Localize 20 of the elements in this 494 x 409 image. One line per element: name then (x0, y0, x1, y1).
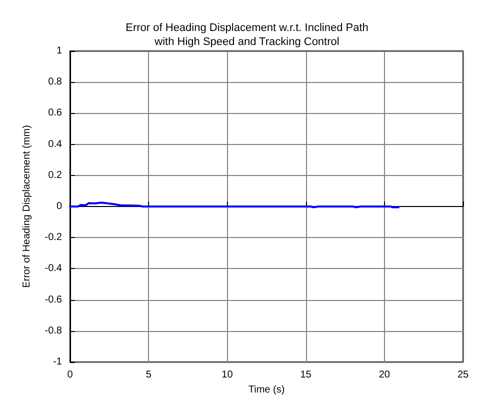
y-tick-label: -0.4 (44, 263, 62, 274)
y-tick-label: -0.6 (44, 294, 62, 306)
y-tick-label: 0 (56, 201, 62, 212)
y-tick-label: 1 (56, 46, 62, 56)
y-tick-label: 0.6 (48, 108, 62, 119)
x-tick-label: 0 (67, 370, 74, 380)
x-tick-label: 10 (222, 370, 234, 380)
y-tick-label: 0.8 (48, 76, 62, 88)
y-tick-label: 0.4 (48, 138, 62, 150)
y-tick-label: -1 (53, 356, 62, 368)
y-axis-title: Error of Heading Displacement (mm) (22, 125, 32, 288)
chart-title: Error of Heading Displacement w.r.t. Inclined Path with High Speed and Tracking Control (126, 22, 368, 48)
x-tick-label: 20 (378, 370, 390, 380)
x-tick-label: 5 (146, 370, 152, 380)
x-axis-title: Time (s) (248, 384, 285, 396)
x-tick-label: 25 (457, 370, 469, 380)
x-tick-label: 15 (300, 370, 312, 380)
y-tick-label: 0.2 (48, 170, 62, 181)
y-tick-label: -0.8 (44, 325, 62, 336)
y-tick-label: -0.2 (44, 232, 62, 244)
